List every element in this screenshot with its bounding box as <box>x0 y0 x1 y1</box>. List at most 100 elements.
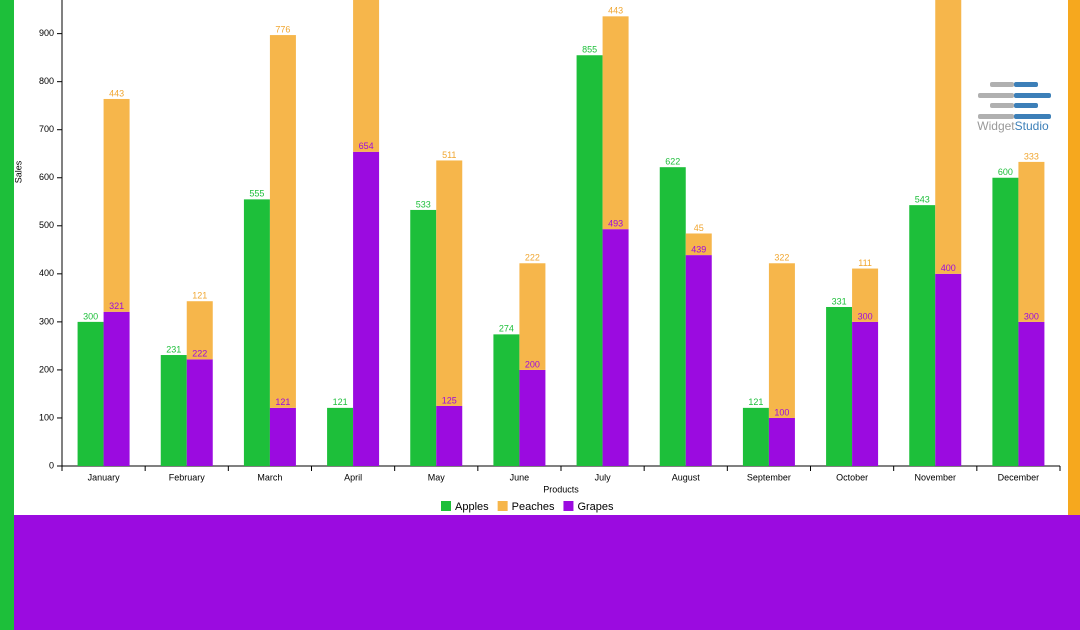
value-label: 121 <box>748 397 763 407</box>
bar <box>768 263 795 418</box>
value-label: 555 <box>249 189 264 199</box>
bar <box>327 407 354 466</box>
bar <box>935 273 962 466</box>
logo-bar <box>990 82 1014 87</box>
left-strip <box>0 0 14 630</box>
logo-bar <box>1014 93 1051 98</box>
bar <box>1018 321 1045 466</box>
bar <box>160 355 187 466</box>
logo: WidgetStudio <box>977 82 1051 133</box>
bar <box>1018 161 1045 322</box>
value-label: 125 <box>442 395 457 405</box>
x-tick-label: September <box>747 472 791 482</box>
bar <box>353 151 380 466</box>
value-label: 121 <box>333 397 348 407</box>
value-label: 600 <box>998 167 1013 177</box>
bar <box>685 255 712 466</box>
value-label: 45 <box>694 223 704 233</box>
x-tick-label: December <box>998 472 1040 482</box>
value-label: 111 <box>858 258 872 268</box>
bar <box>243 199 270 466</box>
logo-bar <box>990 103 1014 108</box>
bar <box>353 0 380 152</box>
logo-bar <box>1014 82 1038 87</box>
legend-swatch <box>441 501 451 511</box>
bar <box>768 417 795 466</box>
bar <box>992 177 1019 466</box>
logo-word: Studio <box>1015 119 1049 133</box>
value-label: 300 <box>858 311 873 321</box>
value-label: 543 <box>915 195 930 205</box>
value-label: 322 <box>774 253 789 263</box>
legend-label: Peaches <box>512 501 555 513</box>
x-tick-label: March <box>257 472 282 482</box>
legend-label: Apples <box>455 501 489 513</box>
value-label: 622 <box>665 157 680 167</box>
right-strip <box>1068 0 1080 515</box>
bar <box>269 35 296 408</box>
value-label: 443 <box>608 6 623 16</box>
y-tick-label: 100 <box>39 412 54 422</box>
bar <box>103 311 130 466</box>
x-tick-label: October <box>836 472 868 482</box>
value-label: 493 <box>608 219 623 229</box>
value-label: 533 <box>416 199 431 209</box>
legend-swatch <box>563 501 574 511</box>
y-tick-label: 800 <box>39 76 54 86</box>
y-tick-label: 0 <box>49 460 54 470</box>
x-tick-label: May <box>428 472 446 482</box>
legend-label: Grapes <box>577 501 614 513</box>
y-tick-label: 300 <box>39 316 54 326</box>
value-label: 439 <box>691 244 706 254</box>
y-tick-label: 200 <box>39 364 54 374</box>
value-label: 400 <box>941 263 956 273</box>
x-tick-label: April <box>344 472 362 482</box>
bar <box>519 263 546 370</box>
x-tick-label: February <box>169 472 206 482</box>
bar <box>742 407 769 466</box>
value-label: 321 <box>109 301 124 311</box>
bar <box>935 0 962 274</box>
logo-bar <box>1014 114 1051 119</box>
logo-bar <box>978 114 1014 119</box>
bar <box>685 233 712 256</box>
bar <box>602 16 629 230</box>
bar <box>519 369 546 466</box>
x-axis-title: Products <box>543 484 579 494</box>
value-label: 855 <box>582 45 597 55</box>
logo-word: Widget <box>977 119 1015 133</box>
value-label: 300 <box>83 311 98 321</box>
bar <box>909 205 936 466</box>
x-tick-label: June <box>510 472 530 482</box>
bar <box>659 167 686 466</box>
value-label: 222 <box>192 349 207 359</box>
bar <box>602 229 629 466</box>
value-label: 100 <box>774 407 789 417</box>
y-axis-title: Sales <box>13 160 23 183</box>
legend-swatch <box>497 501 508 511</box>
bar <box>186 301 213 360</box>
logo-bar <box>978 93 1014 98</box>
value-label: 333 <box>1024 151 1039 161</box>
x-tick-label: January <box>88 472 121 482</box>
x-tick-label: July <box>595 472 612 482</box>
bar <box>852 268 879 322</box>
x-tick-label: November <box>914 472 956 482</box>
bar <box>186 359 213 466</box>
value-label: 121 <box>275 397 290 407</box>
y-tick-label: 600 <box>39 172 54 182</box>
bar <box>493 334 520 466</box>
value-label: 300 <box>1024 311 1039 321</box>
bar <box>852 321 879 466</box>
bar <box>410 209 437 466</box>
value-label: 443 <box>109 88 124 98</box>
y-tick-label: 500 <box>39 220 54 230</box>
bar <box>269 407 296 466</box>
bar <box>436 405 463 466</box>
bar <box>826 306 853 466</box>
bottom-panel <box>14 515 1080 630</box>
bar <box>77 321 104 466</box>
value-label: 331 <box>832 296 847 306</box>
value-label: 200 <box>525 359 540 369</box>
